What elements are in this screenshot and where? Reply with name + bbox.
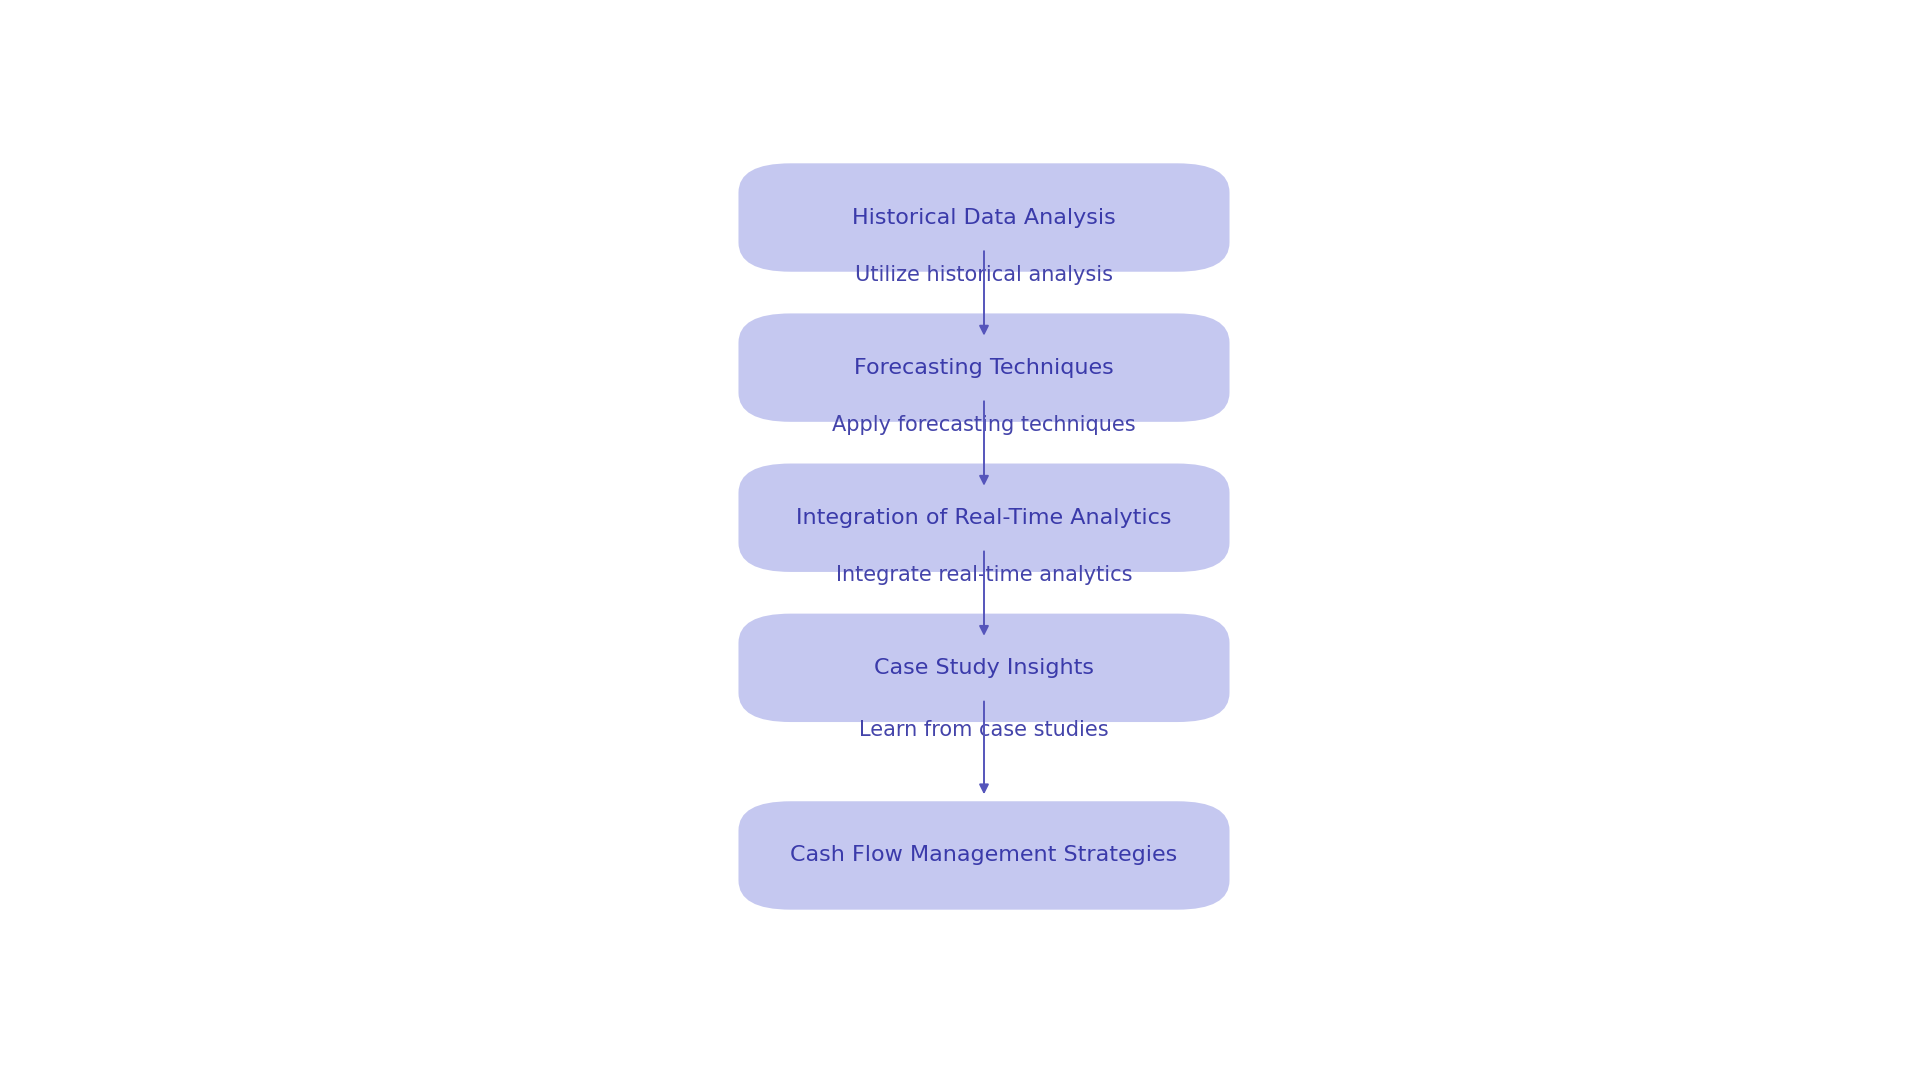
Text: Learn from case studies: Learn from case studies	[858, 719, 1110, 740]
Text: Case Study Insights: Case Study Insights	[874, 657, 1094, 678]
Text: Historical Data Analysis: Historical Data Analysis	[852, 208, 1116, 227]
Text: Apply forecasting techniques: Apply forecasting techniques	[831, 415, 1137, 435]
Text: Utilize historical analysis: Utilize historical analysis	[854, 265, 1114, 285]
FancyBboxPatch shape	[739, 801, 1229, 910]
FancyBboxPatch shape	[739, 313, 1229, 422]
Text: Integrate real-time analytics: Integrate real-time analytics	[835, 565, 1133, 585]
FancyBboxPatch shape	[739, 614, 1229, 722]
Text: Integration of Real-Time Analytics: Integration of Real-Time Analytics	[797, 508, 1171, 527]
Text: Cash Flow Management Strategies: Cash Flow Management Strategies	[791, 846, 1177, 865]
FancyBboxPatch shape	[739, 464, 1229, 572]
Text: Forecasting Techniques: Forecasting Techniques	[854, 357, 1114, 378]
FancyBboxPatch shape	[739, 164, 1229, 272]
